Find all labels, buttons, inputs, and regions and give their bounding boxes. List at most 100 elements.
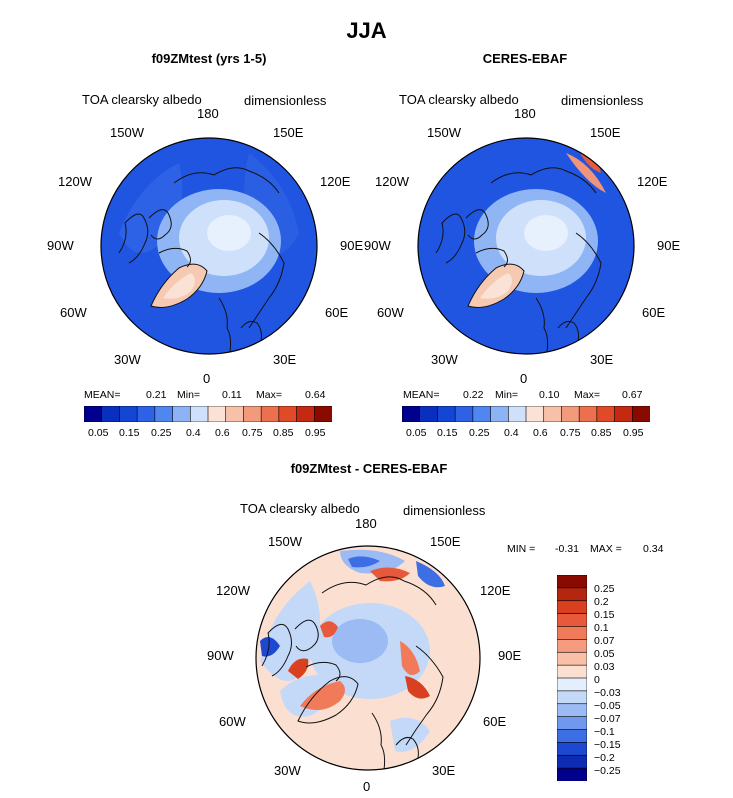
panel-1-colorbar-tick: 0.15 (119, 427, 140, 439)
coastline (490, 167, 597, 194)
diff-colorbar (557, 575, 587, 781)
map-boundary (417, 137, 635, 355)
diff-colorbar-tick: −0.2 (594, 752, 615, 764)
panel-1-lon-90w: 90W (47, 238, 74, 253)
coastline (475, 247, 508, 268)
diff-colorbar-tick: 0 (594, 674, 600, 686)
panel-2-max-label: Max= (574, 389, 600, 401)
diff-colorbar-tick: 0.1 (594, 622, 609, 634)
panel-2-units-label: dimensionless (561, 93, 644, 108)
diff-colorbar-tick: −0.05 (594, 700, 621, 712)
diff-colorbar-tick: −0.1 (594, 726, 615, 738)
panel-1-max-label: Max= (256, 389, 282, 401)
coastline (405, 645, 444, 746)
diff-field-negative (390, 717, 430, 752)
panel-2-lon-0: 0 (520, 371, 528, 386)
diff-panel-lon-30e: 30E (432, 763, 456, 778)
panel-2-colorbar-tick: 0.25 (469, 427, 490, 439)
panel-2-colorbar-tick: 0.05 (406, 427, 427, 439)
diff-field-negative (260, 581, 320, 681)
panel-2-colorbar-tick: 0.6 (533, 427, 548, 439)
colorbar-swatch (525, 406, 545, 422)
colorbar-swatch (119, 406, 138, 422)
land-field (566, 153, 606, 193)
colorbar-swatch (490, 406, 509, 422)
greenland-core (163, 273, 195, 299)
diff-colorbar-swatch (557, 703, 587, 718)
diff-colorbar-swatch (557, 600, 587, 615)
diff-field-positive (300, 681, 345, 710)
diff-colorbar-swatch (557, 716, 587, 731)
diff-colorbar-swatch (557, 690, 587, 705)
panel-1-mean-label: MEAN= (84, 389, 121, 401)
diff-colorbar-swatch (557, 742, 587, 756)
panel-2-lon-90w: 90W (364, 238, 391, 253)
sea-ice-center (524, 215, 568, 251)
figure-title: JJA (346, 18, 387, 43)
coastline (565, 232, 602, 329)
diff-field-positive (400, 641, 420, 675)
diff-colorbar-swatch (557, 651, 587, 666)
diff-panel-lon-90e: 90E (498, 648, 522, 663)
diff-colorbar-swatch (557, 729, 587, 743)
panel-2-colorbar-tick: 0.4 (504, 427, 519, 439)
coastline (557, 320, 580, 349)
colorbar-swatch (578, 406, 598, 422)
panel-2-lon-180: 180 (514, 106, 536, 121)
diff-panel-lon-120w: 120W (216, 583, 250, 598)
coastline (371, 712, 386, 770)
coastline (395, 737, 419, 766)
panel-1-colorbar (84, 406, 332, 422)
panel-2-colorbar-tick: 0.15 (437, 427, 458, 439)
coastline (465, 209, 489, 240)
colorbar-swatch (172, 406, 191, 422)
diff-panel-lon-150w: 150W (268, 534, 302, 549)
panel-2-mean-label: MEAN= (403, 389, 440, 401)
diff-panel-min-value: -0.31 (555, 543, 579, 555)
colorbar-swatch (296, 406, 315, 422)
sea-ice-center (207, 215, 251, 251)
panel-2-colorbar-tick: 0.75 (560, 427, 581, 439)
diff-colorbar-swatch (557, 613, 587, 628)
diff-colorbar-tick: 0.25 (594, 583, 615, 595)
colorbar-swatch (614, 406, 633, 422)
diff-colorbar-tick: 0.2 (594, 596, 609, 608)
panel-1-lon-120e: 120E (320, 174, 351, 189)
panel-2-title: CERES-EBAF (482, 51, 568, 66)
panel-2-lon-120w: 120W (375, 174, 409, 189)
panel-2-min-value: 0.10 (539, 389, 560, 401)
panel-1-lon-60w: 60W (60, 305, 87, 320)
diff-field-strong-positive (288, 658, 309, 679)
colorbar-swatch (419, 406, 439, 422)
panel-2-colorbar (402, 406, 650, 422)
diff-panel-lon-90w: 90W (207, 648, 234, 663)
diff-panel-lon-60w: 60W (219, 714, 246, 729)
diff-panel-lon-150e: 150E (430, 534, 461, 549)
colorbar-swatch (189, 406, 209, 422)
diff-panel-variable-label: TOA clearsky albedo (240, 501, 360, 516)
diff-colorbar-swatch (557, 664, 587, 679)
coastline (261, 623, 292, 677)
panel-1-lon-90e: 90E (340, 238, 364, 253)
panel-1-colorbar-tick: 0.4 (186, 427, 201, 439)
diff-field-strong-negative (416, 561, 445, 588)
panel-2-polar-map (417, 137, 635, 355)
colorbar-swatch (260, 406, 280, 422)
panel-1-lon-60e: 60E (325, 305, 349, 320)
diff-panel-lon-60e: 60E (483, 714, 507, 729)
panel-2-max-value: 0.67 (622, 389, 643, 401)
colorbar-swatch (225, 406, 245, 422)
panel-1-lon-120w: 120W (58, 174, 92, 189)
colorbar-swatch (84, 406, 103, 422)
panel-2-lon-150e: 150E (590, 125, 621, 140)
panel-1-colorbar-tick: 0.85 (273, 427, 294, 439)
colorbar-swatch (101, 406, 121, 422)
panel-1-lon-150w: 150W (110, 125, 144, 140)
panel-1-min-value: 0.11 (222, 389, 242, 401)
colorbar-swatch (472, 406, 492, 422)
panel-1-mean-value: 0.21 (146, 389, 167, 401)
colorbar-swatch (543, 406, 563, 422)
panel-2-variable-label: TOA clearsky albedo (399, 92, 519, 107)
panel-1-colorbar-tick: 0.95 (305, 427, 326, 439)
diff-colorbar-tick: −0.07 (594, 713, 621, 725)
